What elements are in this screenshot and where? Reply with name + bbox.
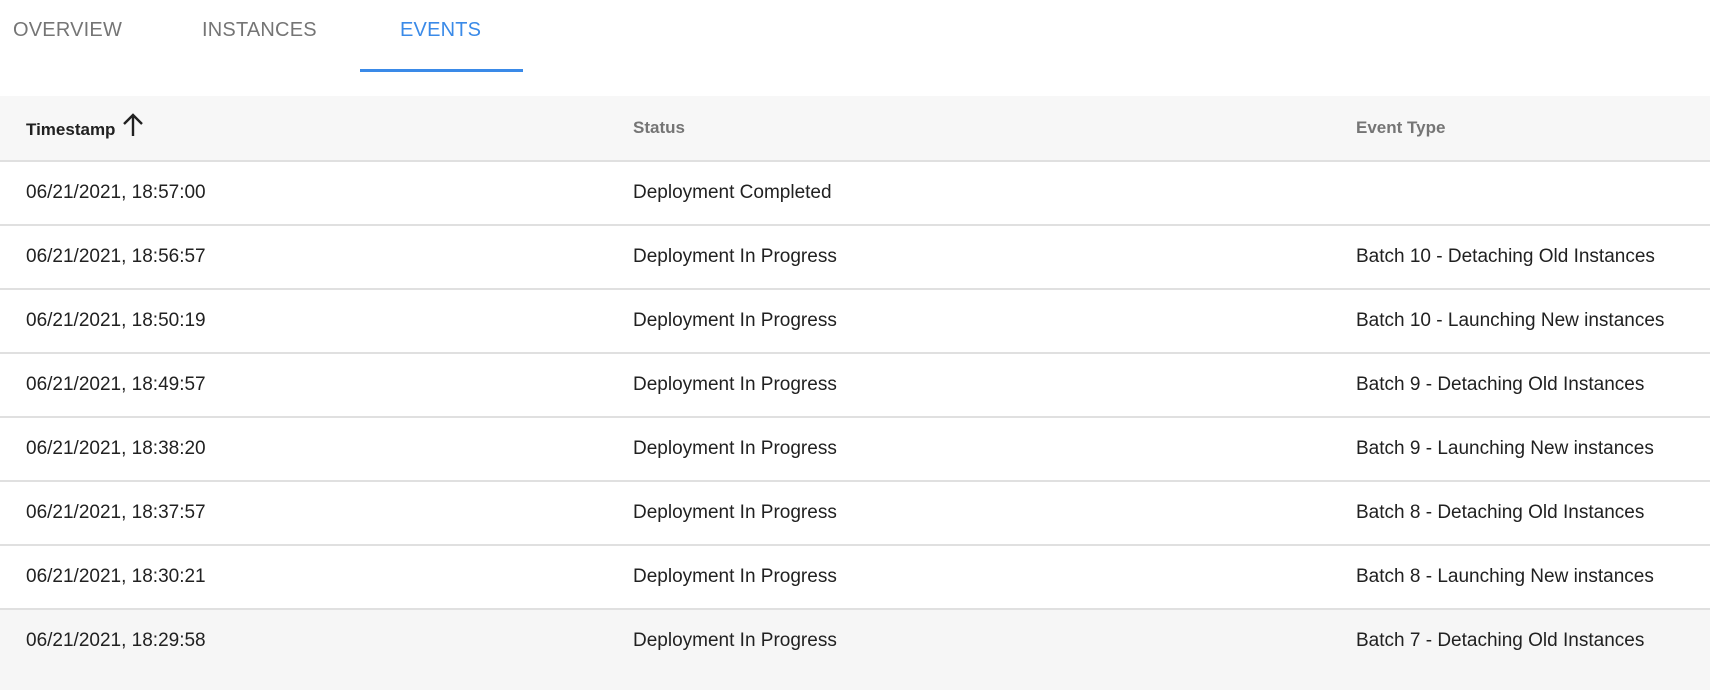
timestamp-cell: 06/21/2021, 18:49:57	[26, 374, 206, 395]
status-cell: Deployment In Progress	[633, 374, 837, 395]
timestamp-cell: 06/21/2021, 18:57:00	[26, 182, 206, 203]
status-cell: Deployment In Progress	[633, 310, 837, 331]
active-tab-indicator	[360, 69, 523, 72]
tab-events[interactable]: EVENTS	[400, 19, 482, 41]
table-row[interactable]: 06/21/2021, 18:56:57 Deployment In Progre…	[0, 226, 1710, 290]
timestamp-cell: 06/21/2021, 18:50:19	[26, 310, 206, 331]
event-type-cell: Batch 9 - Detaching Old Instances	[1356, 374, 1645, 395]
arrow-up-icon[interactable]	[121, 112, 145, 143]
event-type-cell: Batch 10 - Launching New instances	[1356, 310, 1665, 331]
table-row[interactable]: 06/21/2021, 18:30:21 Deployment In Progre…	[0, 546, 1710, 610]
column-header-event-type[interactable]: Event Type	[1356, 118, 1446, 137]
table-row[interactable]: 06/21/2021, 18:50:19 Deployment In Progre…	[0, 290, 1710, 354]
event-type-cell: Batch 8 - Detaching Old Instances	[1356, 502, 1645, 523]
table-row[interactable]: 06/21/2021, 18:29:58 Deployment In Progre…	[0, 610, 1710, 690]
timestamp-cell: 06/21/2021, 18:38:20	[26, 438, 206, 459]
status-cell: Deployment In Progress	[633, 246, 837, 267]
table-row[interactable]: 06/21/2021, 18:38:20 Deployment In Progre…	[0, 418, 1710, 482]
timestamp-cell: 06/21/2021, 18:37:57	[26, 502, 206, 523]
event-type-cell: Batch 10 - Detaching Old Instances	[1356, 246, 1655, 267]
tab-overview[interactable]: OVERVIEW	[13, 19, 123, 41]
status-cell: Deployment Completed	[633, 182, 832, 203]
event-type-cell: Batch 9 - Launching New instances	[1356, 438, 1654, 459]
table-header: Timestamp Status Event Type	[0, 96, 1710, 162]
status-cell: Deployment In Progress	[633, 502, 837, 523]
table-row[interactable]: 06/21/2021, 18:37:57 Deployment In Progre…	[0, 482, 1710, 546]
tab-instances[interactable]: INSTANCES	[202, 19, 317, 41]
column-header-label: Timestamp	[26, 119, 116, 139]
column-header-status[interactable]: Status	[633, 118, 685, 137]
event-type-cell: Batch 7 - Detaching Old Instances	[1356, 630, 1645, 651]
column-header-timestamp[interactable]: Timestamp	[26, 113, 145, 143]
timestamp-cell: 06/21/2021, 18:56:57	[26, 246, 206, 267]
timestamp-cell: 06/21/2021, 18:29:58	[26, 630, 206, 651]
status-cell: Deployment In Progress	[633, 438, 837, 459]
tab-bar: OVERVIEW INSTANCES EVENTS	[0, 0, 1710, 72]
table-row[interactable]: 06/21/2021, 18:57:00 Deployment Completed	[0, 162, 1710, 226]
timestamp-cell: 06/21/2021, 18:30:21	[26, 566, 206, 587]
event-type-cell: Batch 8 - Launching New instances	[1356, 566, 1654, 587]
status-cell: Deployment In Progress	[633, 630, 837, 651]
status-cell: Deployment In Progress	[633, 566, 837, 587]
table-row[interactable]: 06/21/2021, 18:49:57 Deployment In Progre…	[0, 354, 1710, 418]
